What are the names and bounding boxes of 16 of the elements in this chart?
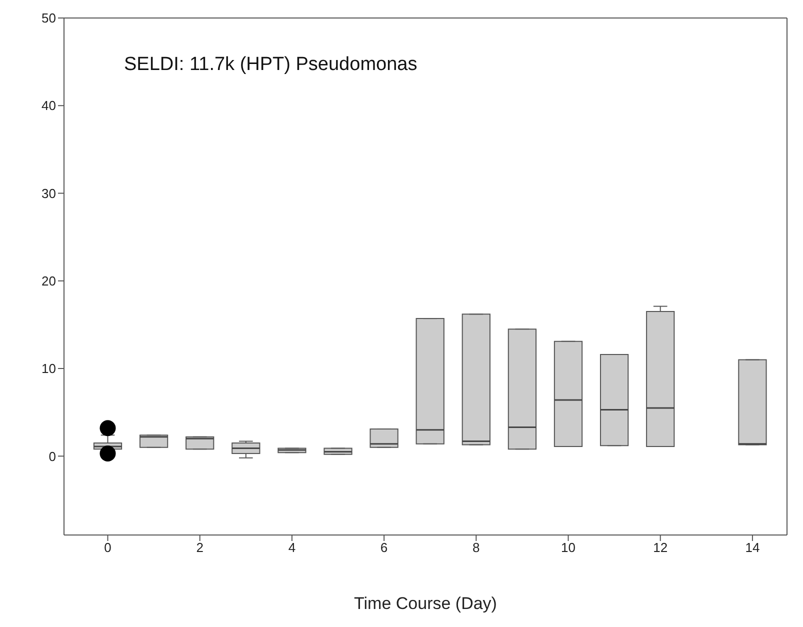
x-tick-label: 14 [745, 540, 760, 556]
x-tick-label: 6 [380, 540, 388, 556]
x-tick-label: 2 [196, 540, 204, 556]
y-tick-label: 50 [42, 10, 56, 26]
y-tick-label: 10 [42, 361, 56, 376]
x-tick-label: 8 [472, 540, 480, 556]
x-axis-title: Time Course (Day) [354, 594, 497, 613]
x-tick-label: 10 [561, 540, 576, 556]
x-tick-label: 0 [104, 540, 112, 556]
x-tick-label: 4 [288, 540, 296, 556]
y-tick-label: 0 [48, 448, 56, 464]
y-tick-label: 30 [42, 186, 56, 201]
x-tick-label: 12 [653, 540, 668, 556]
y-tick-label: 40 [42, 98, 56, 114]
text: SELDI: 11.7k (HPT) Pseudomonas [124, 54, 418, 76]
y-tick-label: 20 [42, 273, 56, 288]
